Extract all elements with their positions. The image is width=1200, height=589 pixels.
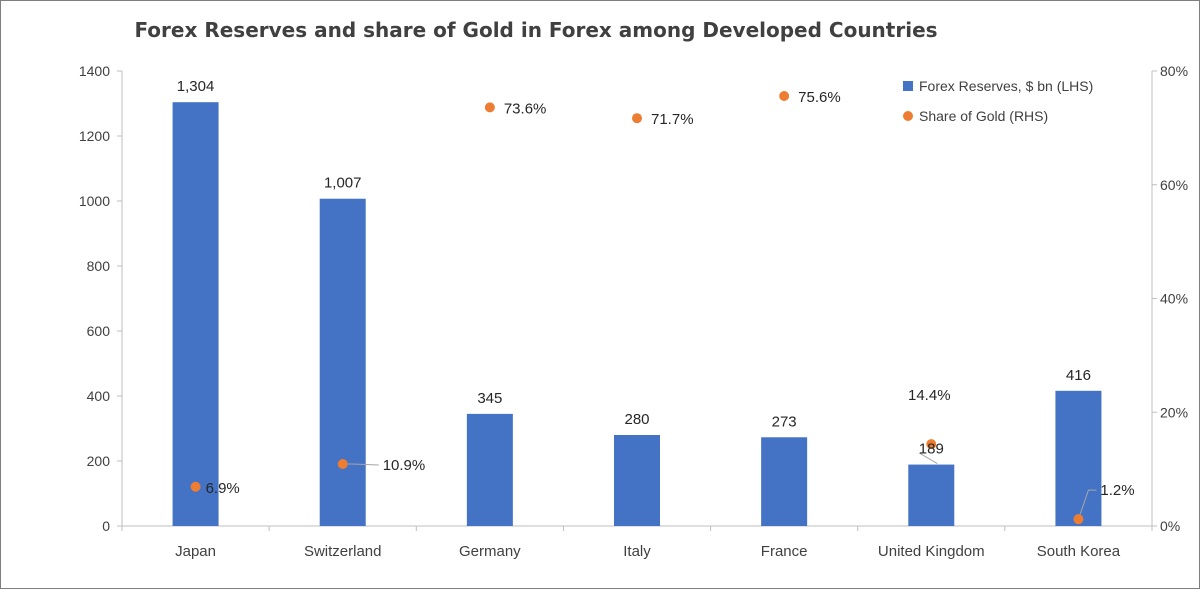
point-value-label: 71.7% xyxy=(651,111,694,128)
bar xyxy=(761,437,808,526)
point-value-label: 1.2% xyxy=(1100,482,1134,499)
bar xyxy=(908,464,955,526)
category-label: Switzerland xyxy=(304,543,382,560)
bar xyxy=(1055,390,1102,526)
bar-value-label: 1,007 xyxy=(324,175,362,192)
legend: Forex Reserves, $ bn (LHS) Share of Gold … xyxy=(903,78,1093,124)
scatter-point xyxy=(484,102,495,113)
point-value-label: 10.9% xyxy=(383,457,426,474)
bar-value-label: 273 xyxy=(772,413,797,430)
category-label: Germany xyxy=(459,543,521,560)
bar-value-label: 345 xyxy=(477,390,502,407)
leader-lines xyxy=(342,452,1097,520)
point-value-label: 6.9% xyxy=(206,480,240,497)
left-tick-label: 400 xyxy=(87,388,111,404)
left-tick-label: 800 xyxy=(87,258,111,274)
legend-label: Forex Reserves, $ bn (LHS) xyxy=(919,78,1093,94)
bar-value-label: 280 xyxy=(624,411,649,428)
category-label: Italy xyxy=(623,543,651,560)
bar xyxy=(466,413,513,526)
legend-swatch-dot xyxy=(903,111,913,121)
left-tick-label: 200 xyxy=(87,453,111,469)
category-label: United Kingdom xyxy=(878,543,985,560)
right-tick-label: 60% xyxy=(1160,177,1188,193)
scatter-point xyxy=(926,439,937,450)
data-labels: 1,304 1,007 345 280 273 189 416 6.9% 10.9% 73.6% 7… xyxy=(177,78,1135,499)
legend-label: Share of Gold (RHS) xyxy=(919,108,1048,124)
left-tick-label: 1200 xyxy=(79,128,110,144)
right-tick-label: 80% xyxy=(1160,63,1188,79)
scatter-point xyxy=(337,459,348,470)
point-value-label: 75.6% xyxy=(798,89,841,106)
point-value-label: 73.6% xyxy=(504,100,547,117)
category-label: Japan xyxy=(175,543,216,560)
left-tick-label: 0 xyxy=(102,518,110,534)
axes: 0 200 400 600 800 1000 1200 1400 0% 20% 40% 60% 80% J… xyxy=(79,63,1188,560)
point-value-label: 14.4% xyxy=(908,387,951,404)
right-tick-label: 0% xyxy=(1160,518,1180,534)
right-tick-label: 20% xyxy=(1160,404,1188,420)
scatter-point xyxy=(779,91,790,102)
leader-line xyxy=(919,452,938,465)
bar-value-label: 189 xyxy=(919,441,944,458)
bar xyxy=(172,102,219,526)
bar-value-label: 1,304 xyxy=(177,78,215,95)
scatter-point xyxy=(1073,514,1084,525)
bar xyxy=(319,198,366,526)
left-tick-label: 600 xyxy=(87,323,111,339)
scatter-series xyxy=(190,91,1084,525)
category-label: France xyxy=(761,543,808,560)
chart-title: Forex Reserves and share of Gold in Fore… xyxy=(134,18,937,42)
scatter-point xyxy=(632,113,642,124)
left-tick-label: 1400 xyxy=(79,63,110,79)
bar-value-label: 416 xyxy=(1066,367,1091,384)
category-label: South Korea xyxy=(1037,543,1121,560)
bar-series xyxy=(172,102,1102,526)
scatter-point xyxy=(190,481,201,492)
bar xyxy=(614,435,660,526)
right-tick-label: 40% xyxy=(1160,291,1188,307)
legend-swatch-bar xyxy=(903,81,913,91)
leader-line xyxy=(1077,489,1097,520)
left-tick-label: 1000 xyxy=(79,193,110,209)
